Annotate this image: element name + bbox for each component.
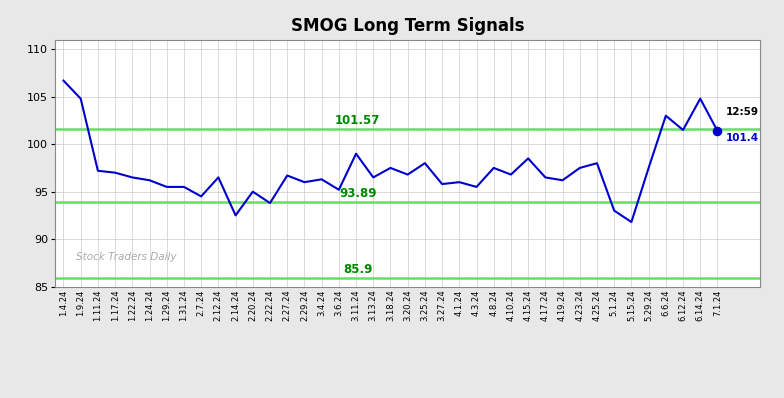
Text: Stock Traders Daily: Stock Traders Daily bbox=[76, 252, 176, 262]
Text: 85.9: 85.9 bbox=[343, 263, 372, 276]
Text: 93.89: 93.89 bbox=[339, 187, 376, 200]
Text: 101.57: 101.57 bbox=[335, 114, 380, 127]
Text: 12:59: 12:59 bbox=[726, 107, 759, 117]
Title: SMOG Long Term Signals: SMOG Long Term Signals bbox=[291, 18, 524, 35]
Text: 101.4: 101.4 bbox=[726, 133, 759, 143]
Point bbox=[711, 128, 724, 134]
